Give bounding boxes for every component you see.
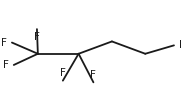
Text: F: F [60,68,66,78]
Text: F: F [34,32,40,42]
Text: F: F [1,38,7,48]
Text: I: I [179,40,182,50]
Text: F: F [3,60,9,70]
Text: F: F [90,70,96,80]
